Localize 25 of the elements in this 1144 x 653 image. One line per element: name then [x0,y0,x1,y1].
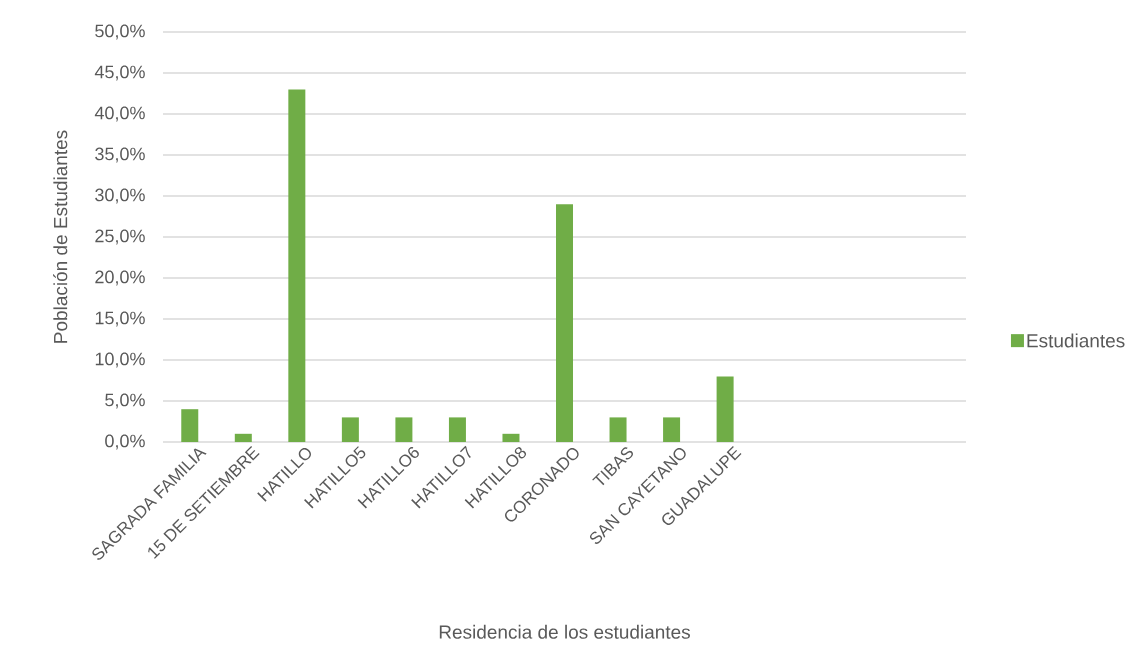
y-tick-label: 5,0% [105,393,145,409]
y-tick-label: 10,0% [95,352,145,368]
y-tick-label: 35,0% [95,147,145,163]
y-tick-label: 50,0% [95,24,145,40]
bar [609,417,627,442]
bar [663,417,681,442]
bar [716,376,734,442]
y-tick-label: 20,0% [95,270,145,286]
y-tick-label: 40,0% [94,106,145,122]
bar [395,417,413,442]
bar [341,417,359,442]
bar [181,409,199,442]
bar [234,433,252,442]
x-axis-title: Residencia de los estudiantes [439,624,690,639]
y-tick-label: 0,0% [105,434,145,450]
bar [448,417,466,442]
bar [502,433,520,442]
y-axis-title: Población de Estudiantes [53,130,68,343]
y-tick-label: 30,0% [95,188,145,204]
bar [556,204,573,442]
y-tick-label: 25,0% [95,229,145,245]
legend-label: Estudiantes [1027,333,1125,348]
bar [288,89,306,442]
y-tick-label: 15,0% [95,311,145,327]
y-tick-label: 45,0% [94,65,145,81]
